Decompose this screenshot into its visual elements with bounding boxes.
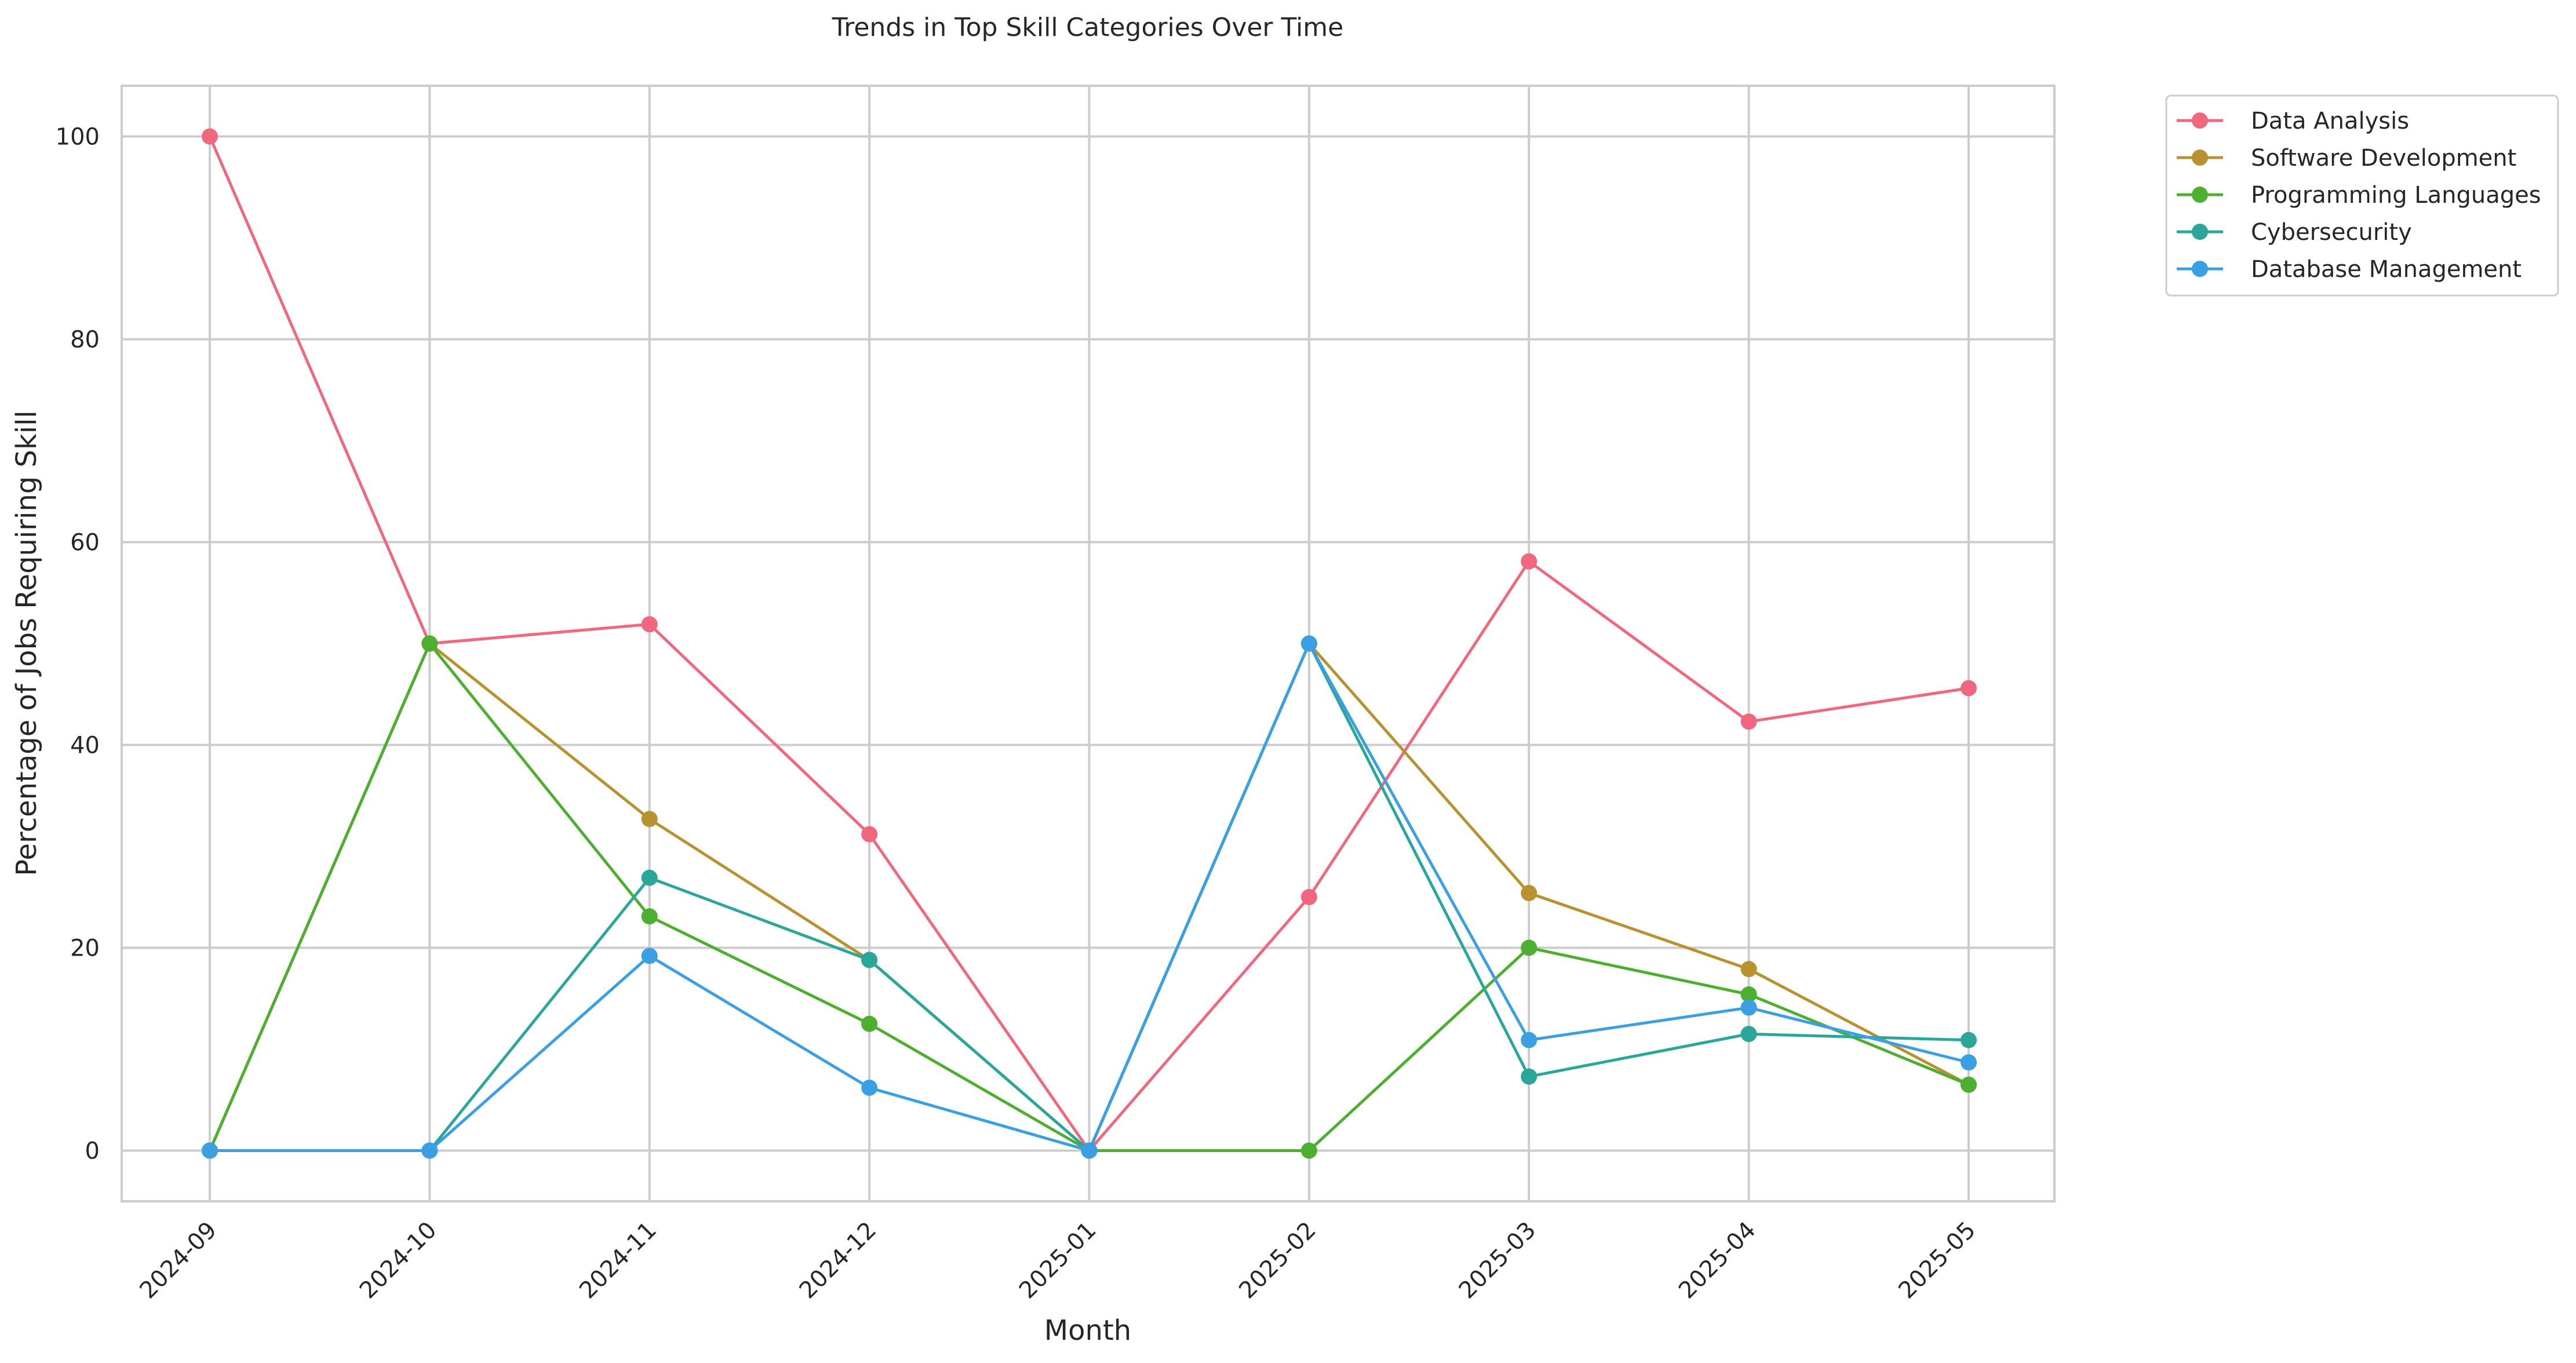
data-point [1521, 1068, 1537, 1085]
data-point [1740, 1026, 1757, 1043]
legend-swatch-marker [2192, 224, 2208, 240]
data-point [641, 616, 658, 633]
data-point [1300, 635, 1317, 652]
y-tick-label: 40 [70, 732, 100, 759]
gridlines [122, 86, 2054, 1201]
data-point [861, 1015, 878, 1032]
x-tick-label: 2025-03 [1454, 1217, 1542, 1304]
legend-label: Database Management [2251, 256, 2522, 283]
data-point [1961, 680, 1977, 697]
legend: Data Analysis Software Development Program… [2165, 94, 2559, 297]
data-point [1521, 1032, 1537, 1048]
plot-border [121, 85, 2056, 1202]
data-point [421, 635, 438, 652]
legend-swatch-marker [2192, 112, 2208, 129]
legend-label: Cybersecurity [2251, 219, 2412, 246]
y-tick-label: 80 [70, 327, 100, 353]
series-database-management [202, 635, 1977, 1159]
data-point [1961, 1054, 1977, 1071]
data-point [1300, 1142, 1317, 1159]
legend-swatch-marker [2192, 150, 2208, 166]
legend-label: Data Analysis [2251, 108, 2409, 134]
x-tick-label: 2025-04 [1674, 1217, 1761, 1304]
x-tick-label: 2024-09 [134, 1217, 222, 1304]
data-point [1521, 939, 1537, 956]
data-point [1521, 553, 1537, 570]
x-tick-label: 2025-05 [1893, 1217, 1981, 1304]
legend-box [2165, 94, 2559, 297]
data-point [202, 128, 218, 145]
y-axis-label: Percentage of Jobs Requiring Skill [10, 410, 43, 876]
data-point [861, 1080, 878, 1096]
x-tick-label: 2025-02 [1234, 1217, 1321, 1304]
x-tick-label: 2024-12 [794, 1217, 881, 1304]
data-point [641, 908, 658, 925]
x-tick-label: 2024-10 [355, 1217, 442, 1304]
y-tick-label: 60 [70, 530, 100, 556]
x-axis-ticks: 2024-09 2024-10 2024-11 2024-12 2025-01 2025-… [134, 1217, 1981, 1304]
x-tick-label: 2025-01 [1014, 1217, 1102, 1304]
legend-swatch-marker [2192, 261, 2208, 277]
data-point [1961, 1032, 1977, 1048]
data-point [861, 826, 878, 843]
data-point [641, 869, 658, 886]
x-axis-label: Month [1044, 1314, 1131, 1347]
data-point [1081, 1142, 1098, 1159]
data-point [1740, 713, 1757, 730]
legend-label: Software Development [2251, 145, 2516, 172]
y-tick-label: 100 [56, 124, 100, 151]
data-point [1740, 999, 1757, 1016]
data-point [641, 811, 658, 828]
data-point [1961, 1076, 1977, 1093]
data-point [1740, 986, 1757, 1003]
series-group [202, 128, 1977, 1159]
data-point [202, 1142, 218, 1159]
data-point [1740, 961, 1757, 978]
y-tick-label: 0 [85, 1138, 100, 1165]
legend-label: Programming Languages [2251, 182, 2541, 209]
data-point [641, 947, 658, 964]
data-point [421, 1142, 438, 1159]
chart-title: Trends in Top Skill Categories Over Time [832, 13, 1343, 42]
y-tick-label: 20 [70, 935, 100, 962]
legend-swatch-marker [2192, 187, 2208, 203]
data-point [861, 952, 878, 968]
x-tick-label: 2024-11 [574, 1217, 662, 1304]
data-point [1300, 889, 1317, 905]
y-axis-ticks: 0 20 40 60 80 100 [56, 124, 100, 1165]
data-point [1521, 885, 1537, 901]
